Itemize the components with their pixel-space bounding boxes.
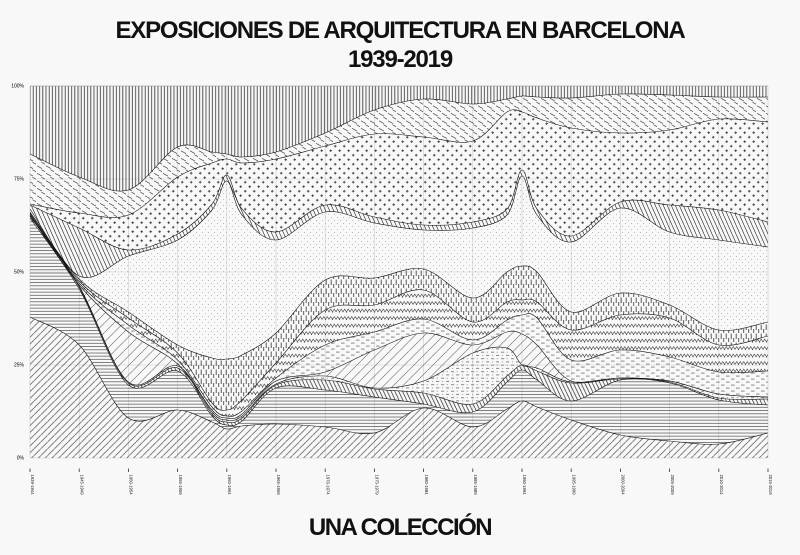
svg-text:1939-1944: 1939-1944 xyxy=(30,475,35,496)
svg-text:1960-1964: 1960-1964 xyxy=(227,475,232,496)
svg-text:2015-2019: 2015-2019 xyxy=(768,475,773,496)
svg-text:2010-2014: 2010-2014 xyxy=(719,475,724,496)
svg-text:1980-1984: 1980-1984 xyxy=(424,475,429,496)
svg-text:1985-1989: 1985-1989 xyxy=(473,475,478,496)
svg-text:1950-1954: 1950-1954 xyxy=(129,475,134,496)
svg-text:1965-1969: 1965-1969 xyxy=(276,475,281,496)
svg-text:2000-2004: 2000-2004 xyxy=(621,475,626,496)
svg-text:0%: 0% xyxy=(17,456,25,462)
svg-text:2005-2009: 2005-2009 xyxy=(670,475,675,496)
svg-text:1945-1949: 1945-1949 xyxy=(79,475,84,496)
svg-text:1995-1999: 1995-1999 xyxy=(571,475,576,496)
svg-text:1990-1994: 1990-1994 xyxy=(522,475,527,496)
svg-text:25%: 25% xyxy=(14,363,25,369)
svg-text:75%: 75% xyxy=(14,177,25,183)
svg-text:1975-1979: 1975-1979 xyxy=(375,475,380,496)
svg-text:100%: 100% xyxy=(11,84,24,90)
svg-text:50%: 50% xyxy=(14,270,25,276)
svg-text:1955-1959: 1955-1959 xyxy=(178,475,183,496)
svg-text:1970-1974: 1970-1974 xyxy=(325,475,330,496)
